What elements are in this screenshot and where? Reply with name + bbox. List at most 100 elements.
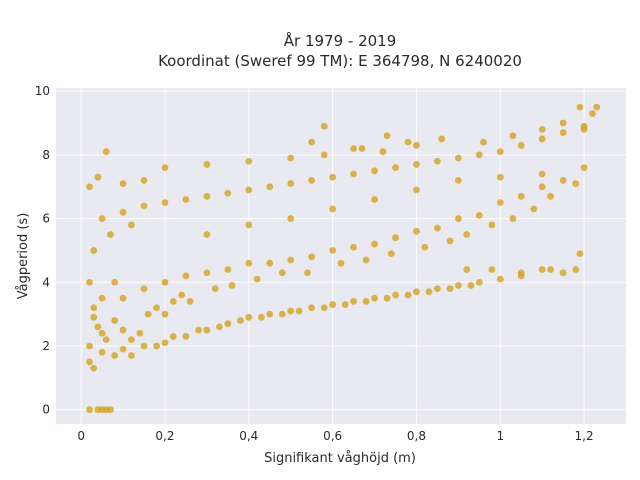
data-point (98, 294, 106, 302)
data-point (446, 237, 454, 245)
data-point (169, 297, 177, 305)
data-point (329, 301, 337, 308)
data-point (517, 192, 525, 200)
data-point (488, 266, 496, 273)
data-point (182, 333, 190, 340)
data-point (433, 157, 441, 165)
data-point (86, 183, 93, 191)
data-point (102, 148, 110, 156)
data-point (446, 285, 454, 293)
data-point (287, 180, 295, 187)
data-point (496, 148, 504, 156)
data-point (182, 272, 190, 280)
data-point (371, 294, 378, 302)
data-point (278, 310, 286, 318)
data-point (203, 269, 211, 277)
data-point (475, 151, 483, 159)
y-tick-label: 4 (42, 275, 50, 289)
data-point (387, 250, 395, 258)
data-point (454, 215, 462, 222)
data-point (589, 110, 596, 117)
data-point (98, 348, 106, 356)
data-point (308, 176, 316, 184)
data-point (224, 189, 232, 197)
data-point (211, 285, 219, 293)
data-point (86, 342, 93, 350)
data-point (454, 154, 462, 162)
data-point (119, 345, 127, 353)
x-tick-label: 0,4 (239, 429, 258, 443)
data-point (547, 266, 554, 273)
data-point (266, 259, 274, 267)
data-point (320, 122, 328, 130)
data-point (107, 231, 114, 238)
data-point (371, 196, 378, 203)
data-point (295, 307, 303, 315)
data-point (413, 186, 420, 194)
scatter-points (86, 103, 601, 414)
data-point (358, 145, 366, 152)
data-point (128, 336, 135, 344)
data-point (237, 317, 244, 324)
data-point (329, 205, 337, 213)
x-tick-label: 1,2 (575, 429, 594, 443)
data-point (580, 126, 588, 133)
data-point (580, 164, 588, 172)
data-point (98, 215, 106, 222)
data-point (538, 170, 546, 178)
x-axis-label: Signifikant våghöjd (m) (264, 451, 416, 466)
data-point (90, 364, 98, 372)
data-point (224, 266, 232, 273)
data-point (559, 176, 567, 184)
data-point (392, 234, 399, 242)
data-point (379, 148, 387, 156)
data-point (111, 278, 119, 286)
data-point (413, 161, 420, 168)
data-point (94, 173, 102, 181)
data-point (287, 154, 295, 162)
data-point (404, 291, 412, 299)
data-point (509, 215, 517, 222)
data-point (203, 326, 211, 334)
data-point (350, 243, 357, 251)
data-point (245, 186, 253, 194)
data-point (144, 310, 152, 318)
data-point (413, 227, 420, 235)
data-point (308, 304, 316, 312)
data-point (572, 266, 580, 273)
data-point (216, 323, 223, 331)
data-point (86, 278, 93, 286)
y-tick-labels: 0 2 4 6 8 10 (35, 84, 50, 416)
data-point (517, 141, 525, 149)
data-point (203, 192, 211, 200)
data-point (266, 183, 274, 191)
data-point (140, 176, 148, 184)
data-point (383, 294, 391, 302)
data-point (266, 310, 274, 318)
data-point (454, 176, 462, 184)
data-point (245, 157, 253, 165)
data-point (86, 406, 93, 414)
data-point (178, 291, 186, 299)
data-point (413, 288, 420, 296)
data-point (496, 275, 504, 283)
data-point (161, 339, 169, 347)
data-point (454, 282, 462, 289)
data-point (404, 138, 412, 146)
x-tick-label: 0,2 (155, 429, 174, 443)
data-point (287, 215, 295, 222)
data-point (161, 278, 169, 286)
y-tick-label: 2 (42, 339, 50, 353)
chart-title-line-1: År 1979 - 2019 (284, 31, 397, 50)
data-point (463, 231, 471, 238)
data-point (169, 333, 177, 340)
data-point (475, 278, 483, 286)
data-point (153, 304, 160, 312)
data-point (538, 135, 546, 143)
data-point (308, 138, 316, 146)
data-point (559, 119, 567, 127)
data-point (245, 313, 253, 321)
data-point (90, 247, 98, 254)
data-point (530, 205, 538, 213)
